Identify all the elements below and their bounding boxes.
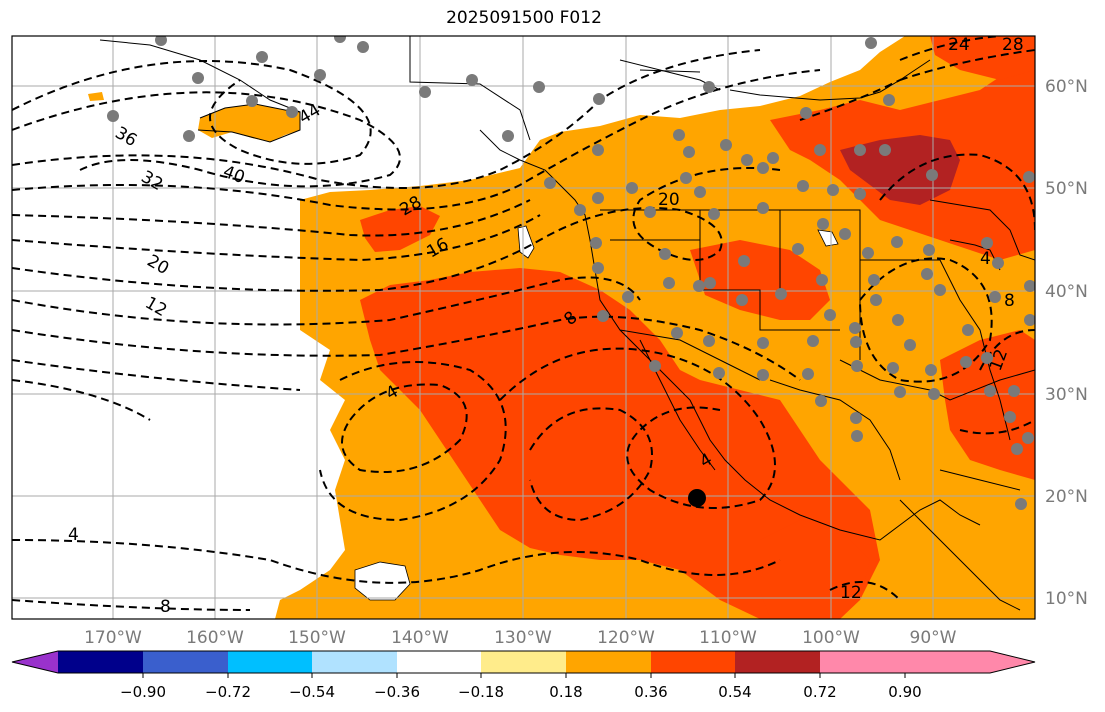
station-dots — [107, 36, 1035, 510]
field-gap-island — [517, 225, 535, 259]
lat-label: 20°N — [1045, 487, 1088, 507]
map-title: 2025091500 F012 — [446, 8, 602, 28]
lat-label: 60°N — [1045, 77, 1088, 97]
lat-label: 30°N — [1045, 385, 1088, 405]
colorbar-segment — [651, 651, 735, 673]
lon-label: 160°W — [186, 628, 244, 648]
contour-label: 8 — [1004, 291, 1015, 311]
contour-label: 24 — [948, 35, 970, 55]
colorbar-segment — [58, 651, 143, 673]
graticule — [12, 36, 1035, 619]
colorbar-tick-label: −0.90 — [120, 683, 166, 701]
colorbar-segment — [143, 651, 228, 673]
longitude-labels: 170°W 160°W 150°W 140°W 130°W 120°W 110°… — [84, 628, 957, 648]
contour-lines — [12, 36, 1035, 611]
field-orange-small — [88, 92, 104, 101]
colorbar-segment-left-arrow — [12, 651, 58, 673]
colorbar-tick-label: 0.36 — [634, 683, 667, 701]
contour-label: 4 — [68, 525, 79, 545]
colorbar-segment — [312, 651, 397, 673]
lat-label: 50°N — [1045, 179, 1088, 199]
colorbar-segment — [566, 651, 651, 673]
colorbar-segment — [228, 651, 312, 673]
field-gap-lake2 — [817, 229, 839, 247]
contour-label: 20 — [658, 190, 680, 210]
contour-label: 28 — [1002, 35, 1024, 55]
lon-label: 90°W — [910, 628, 957, 648]
colorbar-tick-label: −0.54 — [289, 683, 335, 701]
colorbar-segment — [397, 651, 481, 673]
field-gap-lake — [354, 561, 411, 601]
map-plot-area: 44 40 36 32 28 20 16 20 12 8 4 4 4 8 12 … — [12, 35, 1035, 619]
lon-label: 130°W — [494, 628, 552, 648]
colorbar-tick-label: −0.72 — [205, 683, 251, 701]
colorbar-outline — [11, 650, 1036, 674]
lat-label: 40°N — [1045, 282, 1088, 302]
colorbar-tick-label: 0.18 — [549, 683, 582, 701]
lat-label: 10°N — [1045, 589, 1088, 609]
field-redorange-plains — [690, 240, 830, 320]
latitude-labels: 60°N 50°N 40°N 30°N 20°N 10°N — [1045, 77, 1088, 609]
colorbar-segment — [735, 651, 820, 673]
lon-label: 150°W — [288, 628, 346, 648]
colorbar-tick-label: −0.36 — [374, 683, 420, 701]
map-frame — [11, 35, 1036, 620]
contour-label: 8 — [160, 597, 171, 617]
colorbar-tick-label: 0.72 — [803, 683, 836, 701]
lon-label: 110°W — [699, 628, 757, 648]
colorbar-segment — [481, 651, 566, 673]
lon-label: 170°W — [84, 628, 142, 648]
lon-label: 120°W — [597, 628, 655, 648]
location-marker — [688, 489, 706, 507]
colorbar-tick-label: 0.90 — [888, 683, 921, 701]
lon-label: 100°W — [802, 628, 860, 648]
contour-label: 12 — [840, 583, 862, 603]
field-redorange-south — [760, 520, 870, 619]
contour-label: 4 — [980, 249, 991, 269]
colorbar-segment-right-arrow — [820, 651, 1035, 673]
colorbar-tick-label: 0.54 — [718, 683, 751, 701]
field-redorange-ocean — [360, 268, 880, 619]
field-orange-alaska — [198, 104, 300, 142]
lon-label: 140°W — [391, 628, 449, 648]
colorbar-tick-label: −0.18 — [458, 683, 504, 701]
colorbar: −0.90 −0.72 −0.54 −0.36 −0.18 0.18 0.36 … — [11, 650, 1036, 701]
colorbar-ticks — [142, 673, 906, 678]
